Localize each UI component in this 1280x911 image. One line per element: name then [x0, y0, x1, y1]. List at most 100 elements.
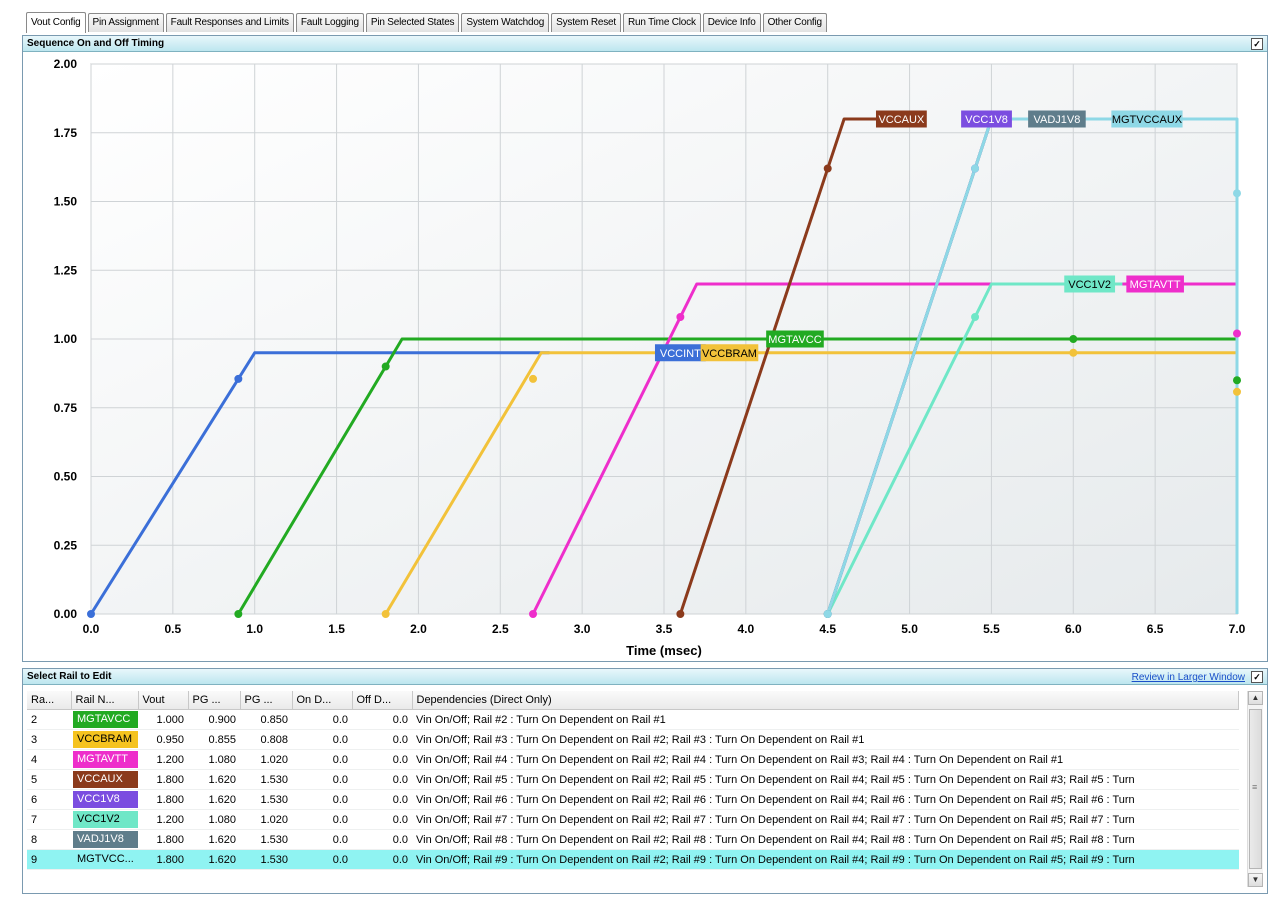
column-header[interactable]: Vout [138, 691, 189, 710]
rail-name-swatch: MGTAVTT [73, 751, 138, 768]
table-row[interactable]: 3 VCCBRAM 0.950 0.855 0.808 0.0 0.0 Vin On/Off;… [27, 729, 1239, 750]
y-tick-label: 1.50 [54, 195, 78, 209]
table-row[interactable]: 8 VADJ1V8 1.800 1.620 1.530 0.0 0.0 Vin On/Off;… [27, 829, 1239, 850]
cell-deps: Vin On/Off; Rail #3 : Turn On Dependent … [412, 729, 1239, 750]
rail-table: Ra... Rail N... Vout PG ... PG ... On D... Off… [27, 691, 1239, 870]
tab-fault-responses-and-limits[interactable]: Fault Responses and Limits [165, 13, 294, 32]
y-tick-label: 1.00 [54, 332, 78, 346]
x-tick-label: 1.0 [246, 622, 263, 636]
cell-pg2: 0.850 [240, 709, 292, 730]
cell-pg1: 1.080 [188, 749, 240, 770]
column-header[interactable]: Rail N... [71, 691, 139, 710]
series-marker-vccbram [1233, 387, 1241, 396]
scroll-thumb[interactable]: ≡ [1249, 709, 1262, 869]
scroll-up-icon[interactable]: ▲ [1248, 691, 1263, 705]
y-tick-label: 1.75 [54, 126, 78, 140]
series-label-vadj1v8: VADJ1V8 [1028, 110, 1086, 128]
column-header[interactable]: On D... [292, 691, 353, 710]
x-axis-label: Time (msec) [626, 643, 702, 658]
table-row[interactable]: 9 MGTVCC... 1.800 1.620 1.530 0.0 0.0 Vin On/Of… [27, 849, 1239, 870]
x-tick-label: 0.5 [165, 622, 182, 636]
cell-pg1: 1.620 [188, 769, 240, 790]
table-header-row: Ra... Rail N... Vout PG ... PG ... On D... Off… [27, 691, 1239, 710]
tab-fault-logging[interactable]: Fault Logging [295, 13, 364, 32]
cell-off: 0.0 [352, 789, 412, 810]
series-marker-vccbram [381, 610, 390, 618]
tab-vout-config[interactable]: Vout Config [26, 12, 86, 33]
chart-panel-checkbox[interactable]: ✓ [1251, 38, 1263, 50]
x-tick-label: 7.0 [1229, 622, 1246, 636]
cell-rail: 7 [27, 809, 71, 830]
table-row[interactable]: 2 MGTAVCC 1.000 0.900 0.850 0.0 0.0 Vin On/Off;… [27, 709, 1239, 730]
column-header[interactable]: PG ... [188, 691, 241, 710]
series-marker-mgtavtt [529, 610, 538, 618]
y-tick-label: 2.00 [54, 57, 78, 71]
cell-deps: Vin On/Off; Rail #9 : Turn On Dependent … [412, 849, 1239, 870]
series-marker-vccbram [529, 374, 538, 383]
cell-pg1: 0.855 [188, 729, 240, 750]
series-label-bg [1111, 110, 1183, 128]
tab-system-watchdog[interactable]: System Watchdog [461, 13, 550, 32]
tab-system-reset[interactable]: System Reset [551, 13, 621, 32]
rail-panel-header: Select Rail to Edit Review in Larger Win… [23, 669, 1267, 685]
column-header[interactable]: Dependencies (Direct Only) [412, 691, 1239, 710]
cell-vout: 1.200 [138, 749, 188, 770]
cell-pg2: 1.020 [240, 749, 292, 770]
chart-panel-header: Sequence On and Off Timing ✓ [23, 36, 1267, 52]
cell-off: 0.0 [352, 729, 412, 750]
series-label-vcc1v2: VCC1V2 [1064, 275, 1116, 293]
series-marker-mgtvccaux [971, 164, 980, 173]
cell-vout: 1.800 [138, 769, 188, 790]
series-marker-vcc1v2 [971, 313, 980, 321]
cell-rail: 4 [27, 749, 71, 770]
cell-pg1: 0.900 [188, 709, 240, 730]
cell-off: 0.0 [352, 749, 412, 770]
tab-pin-selected-states[interactable]: Pin Selected States [365, 13, 460, 32]
series-label-bg [1064, 275, 1116, 293]
table-row[interactable]: 5 VCCAUX 1.800 1.620 1.530 0.0 0.0 Vin On/Off; … [27, 769, 1239, 790]
series-label-vccaux: VCCAUX [875, 110, 927, 128]
table-row[interactable]: 4 MGTAVTT 1.200 1.080 1.020 0.0 0.0 Vin On/Off;… [27, 749, 1239, 770]
column-header[interactable]: Off D... [352, 691, 413, 710]
sequence-chart[interactable]: 0.0 0.5 1.0 1.5 2.0 2.5 3.0 3.5 4.0 4.5 5.0 5.5 6.0 6… [23, 53, 1265, 659]
rail-panel-checkbox[interactable]: ✓ [1251, 671, 1263, 683]
cell-pg1: 1.080 [188, 809, 240, 830]
cell-deps: Vin On/Off; Rail #6 : Turn On Dependent … [412, 789, 1239, 810]
y-tick-label: 0.75 [54, 401, 78, 415]
cell-pg2: 1.530 [240, 829, 292, 850]
x-tick-label: 1.5 [328, 622, 345, 636]
cell-pg1: 1.620 [188, 849, 240, 870]
rail-name-swatch: VCCBRAM [73, 731, 138, 748]
x-tick-label: 3.5 [656, 622, 673, 636]
series-marker-mgtavtt [1233, 329, 1241, 338]
cell-rail: 5 [27, 769, 71, 790]
series-marker-mgtavtt [676, 313, 685, 321]
rail-select-panel: Select Rail to Edit Review in Larger Win… [22, 668, 1268, 894]
cell-deps: Vin On/Off; Rail #4 : Turn On Dependent … [412, 749, 1239, 770]
scroll-down-icon[interactable]: ▼ [1248, 873, 1263, 887]
series-label-vcc1v8: VCC1V8 [961, 110, 1012, 128]
series-marker-vccbram [1069, 348, 1078, 357]
series-marker-mgtavcc [1233, 376, 1241, 385]
cell-on: 0.0 [292, 809, 352, 830]
table-row[interactable]: 6 VCC1V8 1.800 1.620 1.530 0.0 0.0 Vin On/Off; … [27, 789, 1239, 810]
column-header[interactable]: PG ... [240, 691, 293, 710]
table-scrollbar[interactable]: ▲ ≡ ▼ [1247, 691, 1263, 887]
rail-name-cell: VCCBRAM [71, 729, 138, 750]
rail-name-swatch: MGTVCC... [77, 853, 134, 865]
review-larger-window-link[interactable]: Review in Larger Window [1131, 672, 1245, 683]
cell-pg1: 1.620 [188, 829, 240, 850]
tab-strip: Vout Config Pin Assignment Fault Responses… [26, 10, 829, 33]
tab-pin-assignment[interactable]: Pin Assignment [87, 13, 164, 32]
series-label-bg [1126, 275, 1184, 293]
column-header[interactable]: Ra... [27, 691, 72, 710]
tab-other-config[interactable]: Other Config [762, 13, 827, 32]
rail-name-swatch: VCC1V2 [73, 811, 138, 828]
y-tick-label: 0.25 [54, 538, 78, 552]
rail-name-cell: VCC1V2 [71, 809, 138, 830]
tab-device-info[interactable]: Device Info [702, 13, 761, 32]
table-row[interactable]: 7 VCC1V2 1.200 1.080 1.020 0.0 0.0 Vin On/Off; … [27, 809, 1239, 830]
cell-on: 0.0 [292, 709, 352, 730]
series-label-mgtavcc: MGTAVCC [766, 330, 824, 348]
tab-run-time-clock[interactable]: Run Time Clock [622, 13, 701, 32]
